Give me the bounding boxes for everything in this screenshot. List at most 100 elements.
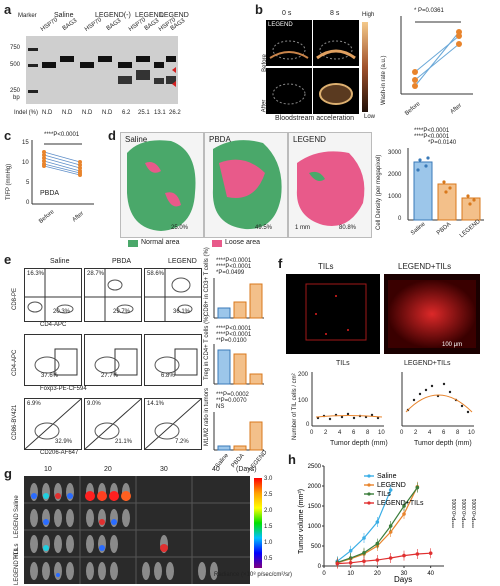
data-point: [415, 485, 420, 490]
ultrasound-before-8s: [313, 20, 359, 66]
days-unit: (Days): [236, 466, 257, 473]
panel-b-ylabel: Wash-in rate (a.u.): [381, 55, 387, 105]
flow-pct: 29.7%: [113, 309, 131, 315]
axis-label: CD86-BV421: [12, 404, 18, 440]
scalebar-1mm: 1 mm: [295, 225, 310, 231]
g-row-label: Saline: [14, 495, 20, 512]
flow-plot: 14.1% 7.2%: [144, 398, 202, 450]
axis-label: CD4-APC: [40, 322, 67, 328]
tissue-title: PBDA: [209, 135, 231, 144]
x-tick-label: 0: [322, 571, 326, 577]
panel-d-x: PBDA: [435, 221, 453, 237]
indel-value: N.D: [42, 110, 53, 116]
ultrasound-after-8s: [313, 68, 359, 114]
indel-label: Indel (%): [14, 110, 39, 116]
g-cbar-tick: 1.5: [264, 524, 273, 530]
g-bli-grid: [24, 476, 250, 584]
f-xtick: 10: [468, 430, 475, 436]
f-xtick: 0: [310, 430, 314, 436]
axis-label: CD8-PE: [12, 287, 18, 310]
panel-d-ytick: 1000: [388, 194, 402, 200]
tissue-pbda: PBDA 49.5%: [204, 132, 288, 238]
legend-marker: [367, 501, 371, 505]
data-point: [348, 561, 353, 565]
h-ylabel: Tumor volume (mm³): [298, 489, 305, 554]
indel-value: 6.2: [122, 110, 131, 116]
legend-label: LEGEND+TILs: [377, 500, 424, 507]
tissue-percent: 80.8%: [339, 225, 357, 231]
flow-pct: 21.1%: [115, 439, 133, 445]
bloodstream-caption: Bloodstream acceleration: [275, 115, 354, 122]
tils-image: [286, 274, 380, 354]
flow-plot: 28.7% 29.7%: [84, 268, 142, 322]
e-pval: ***P=0.0002: [216, 392, 249, 398]
panel-d-ytick: 3000: [388, 150, 402, 156]
lane-label: HSP70: [127, 17, 148, 33]
tissue-legend: LEGEND 1 mm 80.8%: [288, 132, 372, 238]
col-pbda: PBDA: [112, 258, 132, 265]
data-point: [388, 556, 393, 560]
flow-pct: 14.1%: [147, 401, 165, 407]
x-tick-label: 20: [374, 571, 381, 577]
indel-value: 25.1: [138, 110, 150, 116]
y-tick-label: 2500: [308, 464, 322, 470]
indel-value: 13.1: [154, 110, 166, 116]
flow-pct: 37.6%: [41, 373, 59, 379]
data-point: [348, 549, 353, 553]
data-point: [362, 559, 366, 563]
e-bar-ylabel: M1/M2 ratio in tumors: [204, 387, 210, 446]
data-point: [362, 551, 366, 555]
x-tick-label: 10: [347, 571, 354, 577]
flow-pct: 9.0%: [87, 401, 101, 407]
f-xlabel: Tumor depth (mm): [330, 440, 388, 447]
x-tick-label: 40: [427, 571, 434, 577]
day-label: 20: [104, 466, 112, 473]
e-pval: **P=0.0100: [216, 338, 247, 344]
intensity-scale: [362, 22, 368, 112]
e-pval: NS: [216, 404, 225, 410]
lane-label: HSP70: [83, 17, 104, 33]
data-point: [402, 512, 406, 516]
lane-label: BAG3: [105, 17, 123, 33]
g-row-label: LEGEND +TILs: [14, 543, 20, 585]
e-pval: *P=0.0499: [216, 270, 245, 276]
flow-pct: 20.3%: [53, 309, 71, 315]
legend-label: Saline: [377, 473, 397, 480]
f-xtick: 4: [338, 430, 342, 436]
panel-a-blot: Marker Saline LEGEND(-) LEGEND LEGEND HS…: [10, 0, 189, 128]
flow-pct: 6.9%: [27, 401, 41, 407]
h-xlabel: Days: [394, 575, 412, 584]
panel-c-ytick: 15: [22, 140, 29, 146]
panel-c-pval: ****P<0.0001: [44, 132, 80, 138]
data-point: [375, 541, 380, 546]
series-line-3: [337, 552, 431, 565]
lane-label: BAG3: [61, 17, 79, 33]
e-bar-plot: [213, 412, 264, 451]
panel-d-bars: [407, 148, 484, 221]
data-point: [375, 558, 380, 562]
axis-label: Foxp3-PE-CF594: [40, 386, 87, 392]
g-cbar-label: Radiance (×10⁸ p/sec/cm²/sr): [214, 572, 293, 578]
group-legend-1: LEGEND: [135, 12, 164, 19]
h-pval: ****P<0.0001: [472, 498, 478, 528]
panel-d-ytick: 2000: [388, 172, 402, 178]
e-bar-plot: [213, 344, 264, 385]
f-plot-title: LEGEND+TILs: [404, 360, 451, 367]
panel-c-ytick: 10: [22, 160, 29, 166]
tissue-percent: 49.5%: [255, 225, 273, 231]
data-point: [402, 553, 406, 558]
scale-high: High: [362, 12, 375, 18]
f-xtick: 6: [442, 430, 446, 436]
y-tick-label: 0: [318, 564, 322, 570]
panel-label-e: e: [4, 252, 12, 267]
data-point: [335, 561, 340, 566]
tumor-volume-chart: Tumor volume (mm³) Days 0 500 1000 1500 2000…: [298, 464, 478, 584]
tissue-title: LEGEND: [293, 135, 326, 144]
h-pval: ****P<0.0001: [462, 498, 468, 528]
flow-pct: 58.6%: [147, 271, 165, 277]
panel-d-pval: ****P<0.0001: [414, 128, 450, 134]
indel-value: N.D: [82, 110, 93, 116]
indel-value: 26.2: [169, 110, 181, 116]
axis-label: CD4-APC: [12, 349, 18, 376]
group-saline: Saline: [54, 12, 74, 19]
